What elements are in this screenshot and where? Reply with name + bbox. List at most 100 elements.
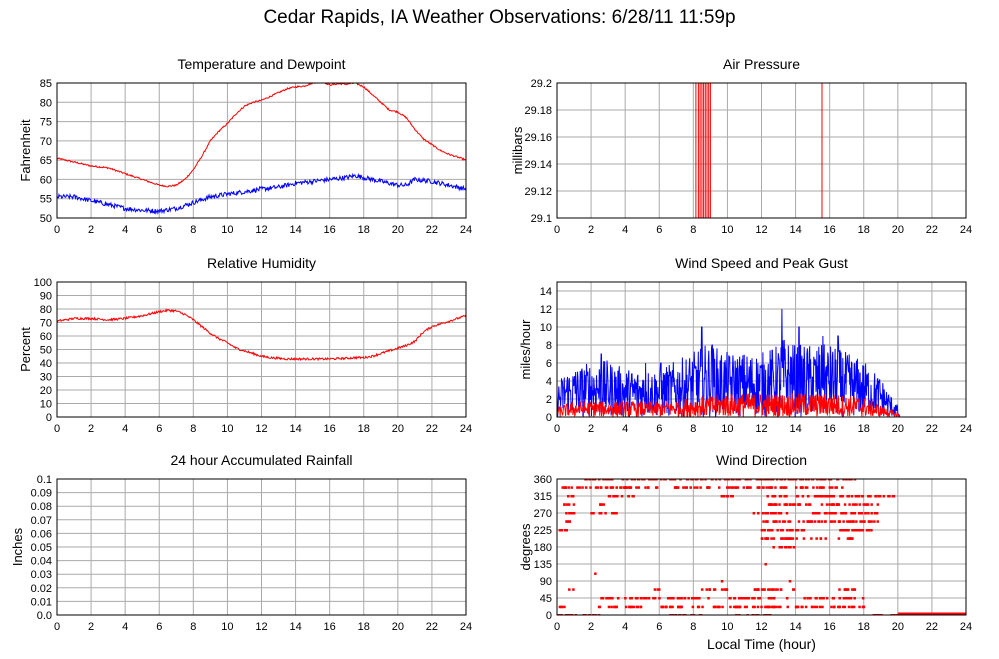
wind-direction-point [624, 605, 628, 609]
wind-direction-point [668, 597, 672, 600]
x-tick-label: 22 [426, 621, 438, 633]
x-tick-label: 22 [426, 224, 438, 236]
x-tick-label: 0 [554, 423, 560, 435]
x-tick-label: 6 [156, 423, 162, 435]
wind-direction-point [760, 588, 764, 591]
wind-direction-point [615, 512, 618, 515]
wind-direction-point [844, 529, 847, 532]
wind-direction-point [707, 597, 710, 600]
plot-frame [56, 281, 467, 418]
x-tick-label: 8 [690, 621, 696, 633]
wind-direction-point [645, 597, 648, 600]
wind-direction-point [742, 486, 746, 489]
wind-direction-point [784, 486, 788, 489]
wind-direction-point [594, 486, 598, 489]
wind-direction-point [585, 479, 589, 481]
wind-direction-point [652, 597, 655, 600]
wind-direction-point [788, 580, 792, 583]
wind-direction-point [731, 486, 735, 489]
wind-direction-point [598, 605, 602, 609]
wind-direction-point [839, 529, 842, 532]
wind-direction-point [647, 479, 651, 481]
x-tick-label: 20 [392, 224, 404, 236]
wind-direction-point [717, 486, 721, 489]
wind-direction-point [567, 486, 570, 489]
chart-title: Wind Direction [716, 452, 807, 468]
wind-direction-point [817, 512, 821, 515]
wind-direction-point [660, 479, 663, 481]
wind-direction-point [802, 520, 805, 523]
x-tick-label: 20 [892, 224, 904, 236]
wind-direction-point [831, 520, 834, 523]
wind-direction-point [799, 479, 802, 481]
y-tick-label: 12 [540, 304, 552, 316]
x-tick-label: 2 [588, 621, 594, 633]
wind-direction-point [630, 605, 633, 609]
wind-direction-point [761, 486, 765, 489]
wind-direction-point [641, 479, 644, 481]
wind-direction-point [858, 529, 862, 532]
wind-direction-point [693, 486, 696, 489]
y-axis-label: Fahrenheit [18, 119, 33, 182]
wind-direction-point [847, 520, 851, 523]
wind-direction-point [767, 605, 771, 609]
wind-direction-point [601, 597, 605, 600]
x-tick-label: 16 [324, 423, 336, 435]
wind-direction-point [613, 495, 617, 498]
wind-direction-point [764, 605, 767, 609]
wind-direction-point [720, 580, 724, 583]
x-tick-label: 6 [656, 224, 662, 236]
wind-direction-point [801, 486, 804, 489]
wind-direction-point [584, 486, 588, 489]
x-tick-label: 8 [690, 423, 696, 435]
wind-direction-point [808, 520, 812, 523]
wind-direction-point [773, 503, 777, 506]
wind-direction-point [607, 495, 611, 498]
wind-direction-point [635, 486, 638, 489]
wind-direction-point [775, 503, 778, 506]
plot-frame [56, 478, 467, 616]
wind-direction-point [633, 479, 637, 481]
wind-direction-point [795, 495, 799, 498]
wind-direction-point [654, 486, 658, 489]
x-tick-label: 14 [289, 423, 301, 435]
wind-direction-point [892, 495, 896, 498]
wind-direction-point [762, 520, 765, 523]
x-tick-label: 2 [88, 224, 94, 236]
wind-direction-point [887, 495, 890, 498]
wind-direction-point [845, 597, 848, 600]
wind-direction-point [736, 486, 740, 489]
wind-direction-point [843, 605, 847, 609]
wind-direction-point [765, 512, 768, 515]
wind-direction-point [766, 605, 770, 609]
wind-direction-point [767, 588, 770, 591]
wind-direction-point [765, 537, 768, 540]
x-tick-label: 6 [656, 621, 662, 633]
x-tick-label: 24 [960, 621, 972, 633]
y-tick-label: 315 [534, 491, 552, 503]
wind-direction-point [844, 512, 848, 515]
wind-direction-point [758, 486, 761, 489]
wind-direction-point [756, 486, 759, 489]
wind-direction-point [830, 503, 834, 506]
wind-direction-point [832, 503, 835, 506]
wind-direction-point [639, 597, 643, 600]
wind-direction-point [628, 605, 631, 609]
wind-direction-point [692, 597, 696, 600]
wind-direction-point [687, 597, 690, 600]
wind-direction-point [863, 520, 866, 523]
y-tick-label: 29.1 [531, 213, 552, 225]
wind-direction-point [803, 597, 806, 600]
wind-direction-point [797, 520, 801, 523]
wind-direction-point [832, 512, 835, 515]
x-tick-label: 0 [54, 423, 60, 435]
wind-direction-point [701, 479, 704, 481]
wind-direction-point [818, 597, 822, 600]
y-tick-label: 135 [534, 559, 552, 571]
wind-direction-point [869, 495, 872, 498]
wind-direction-point [723, 495, 726, 498]
wind-direction-point [865, 529, 869, 532]
wind-direction-point [753, 605, 756, 609]
wind-direction-point [792, 479, 795, 481]
wind-direction-point [841, 605, 845, 609]
